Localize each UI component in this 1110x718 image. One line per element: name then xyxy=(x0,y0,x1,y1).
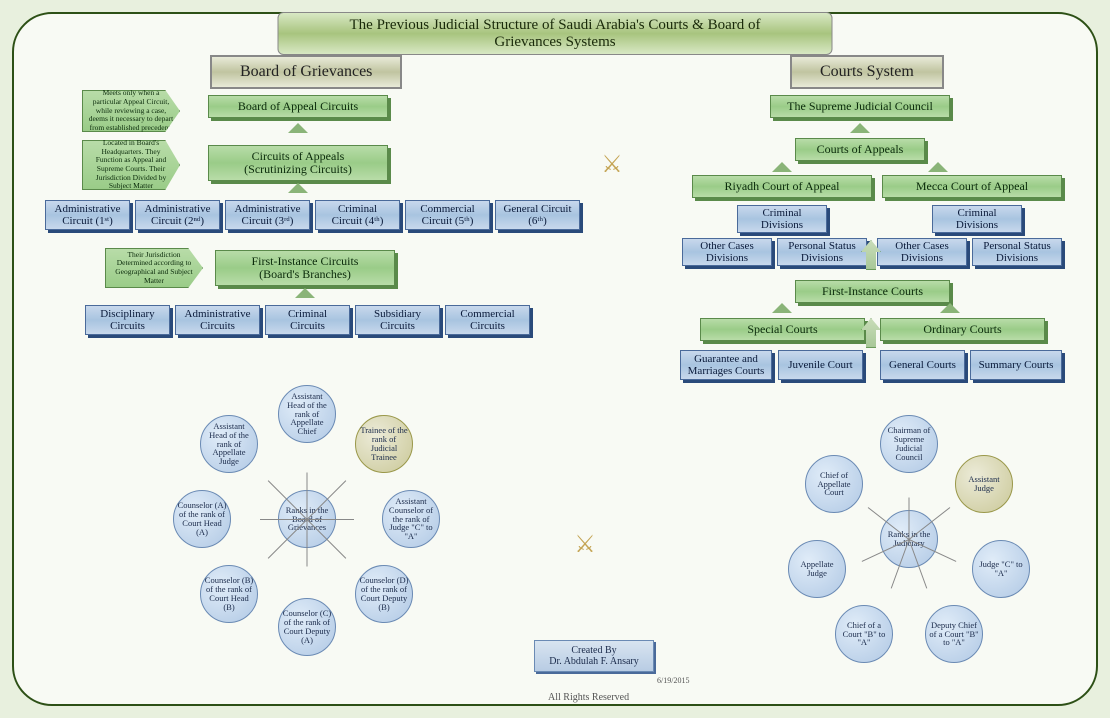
first-instance-courts: First-Instance Courts xyxy=(795,280,950,303)
spoke xyxy=(307,473,308,520)
jud-rank-2: Judge "C" to "A" xyxy=(972,540,1030,598)
branch-1: Disciplinary Circuits xyxy=(85,305,170,335)
juvenile-court: Juvenile Court xyxy=(778,350,863,380)
bog-rank-1: Trainee of the rank of Judicial Trainee xyxy=(355,415,413,473)
circuit-2: Administrative Circuit (2ⁿᵈ) xyxy=(135,200,220,230)
mecca-other: Other Cases Divisions xyxy=(877,238,967,266)
riyadh-pers: Personal Status Divisions xyxy=(777,238,867,266)
circuit-5: Commercial Circuit (5ᵗʰ) xyxy=(405,200,490,230)
supreme-council: The Supreme Judicial Council xyxy=(770,95,950,118)
created-by: Created By Dr. Abdulah F. Ansary xyxy=(549,645,638,667)
rights-reserved: All Rights Reserved xyxy=(548,692,629,703)
credit-date: 6/19/2015 xyxy=(657,676,689,685)
summary-courts: Summary Courts xyxy=(970,350,1062,380)
courts-appeals: Courts of Appeals xyxy=(795,138,925,161)
credits-box: Created By Dr. Abdulah F. Ansary xyxy=(534,640,654,672)
chevron-icon xyxy=(772,162,792,172)
circuit-3: Administrative Circuit (3ʳᵈ) xyxy=(225,200,310,230)
bog-rank-0: Assistant Head of the rank of Appellate … xyxy=(278,385,336,443)
spoke xyxy=(909,498,910,540)
emblem-icon: ⚔ xyxy=(570,530,600,560)
bog-rank-7: Assistant Head of the rank of Appellate … xyxy=(200,415,258,473)
chevron-icon xyxy=(940,303,960,313)
emblem-icon: ⚔ xyxy=(597,150,627,180)
riyadh-other: Other Cases Divisions xyxy=(682,238,772,266)
circuit-1: Administrative Circuit (1ˢᵗ) xyxy=(45,200,130,230)
note-3: Their Jurisdiction Determined according … xyxy=(105,248,203,288)
spoke xyxy=(307,520,308,567)
spoke xyxy=(307,519,354,520)
jud-rank-6: Chief of Appellate Court xyxy=(805,455,863,513)
note-2: Located in Board's Headquarters. They Fu… xyxy=(82,140,180,190)
note-1: Meets only when a particular Appeal Circ… xyxy=(82,90,180,132)
branch-4: Subsidiary Circuits xyxy=(355,305,440,335)
spoke xyxy=(260,519,307,520)
chevron-icon xyxy=(288,183,308,193)
circuit-6: General Circuit (6ᵗʰ) xyxy=(495,200,580,230)
mecca-pers: Personal Status Divisions xyxy=(972,238,1062,266)
chevron-icon xyxy=(850,123,870,133)
chevron-icon xyxy=(288,123,308,133)
chevron-icon xyxy=(295,288,315,298)
circuit-4: Criminal Circuit (4ᵗʰ) xyxy=(315,200,400,230)
riyadh-appeal: Riyadh Court of Appeal xyxy=(692,175,872,198)
special-courts: Special Courts xyxy=(700,318,865,341)
general-courts: General Courts xyxy=(880,350,965,380)
bog-rank-2: Assistant Counselor of the rank of Judge… xyxy=(382,490,440,548)
chevron-icon xyxy=(772,303,792,313)
bog-rank-4: Counselor (C) of the rank of Court Deput… xyxy=(278,598,336,656)
chevron-icon xyxy=(928,162,948,172)
mecca-appeal: Mecca Court of Appeal xyxy=(882,175,1062,198)
bog-appeal: Board of Appeal Circuits xyxy=(208,95,388,118)
bog-rank-5: Counselor (B) of the rank of Court Head … xyxy=(200,565,258,623)
bog-first-instance: First-Instance Circuits (Board's Branche… xyxy=(215,250,395,286)
branch-5: Commercial Circuits xyxy=(445,305,530,335)
branch-2: Administrative Circuits xyxy=(175,305,260,335)
mecca-crim: Criminal Divisions xyxy=(932,205,1022,233)
page-title: The Previous Judicial Structure of Saudi… xyxy=(278,12,833,55)
jud-rank-5: Appellate Judge xyxy=(788,540,846,598)
bog-rank-6: Counselor (A) of the rank of Court Head … xyxy=(173,490,231,548)
bog-scrutinizing: Circuits of Appeals (Scrutinizing Circui… xyxy=(208,145,388,181)
bog-header: Board of Grievances xyxy=(210,55,402,89)
jud-rank-0: Chairman of Supreme Judicial Council xyxy=(880,415,938,473)
bog-rank-3: Counselor (D) of the rank of Court Deput… xyxy=(355,565,413,623)
courts-header: Courts System xyxy=(790,55,944,89)
branch-3: Criminal Circuits xyxy=(265,305,350,335)
jud-rank-1: Assistant Judge xyxy=(955,455,1013,513)
jud-rank-3: Deputy Chief of a Court "B" to "A" xyxy=(925,605,983,663)
jud-rank-4: Chief of a Court "B" to "A" xyxy=(835,605,893,663)
riyadh-crim: Criminal Divisions xyxy=(737,205,827,233)
guarantee-courts: Guarantee and Marriages Courts xyxy=(680,350,772,380)
ordinary-courts: Ordinary Courts xyxy=(880,318,1045,341)
